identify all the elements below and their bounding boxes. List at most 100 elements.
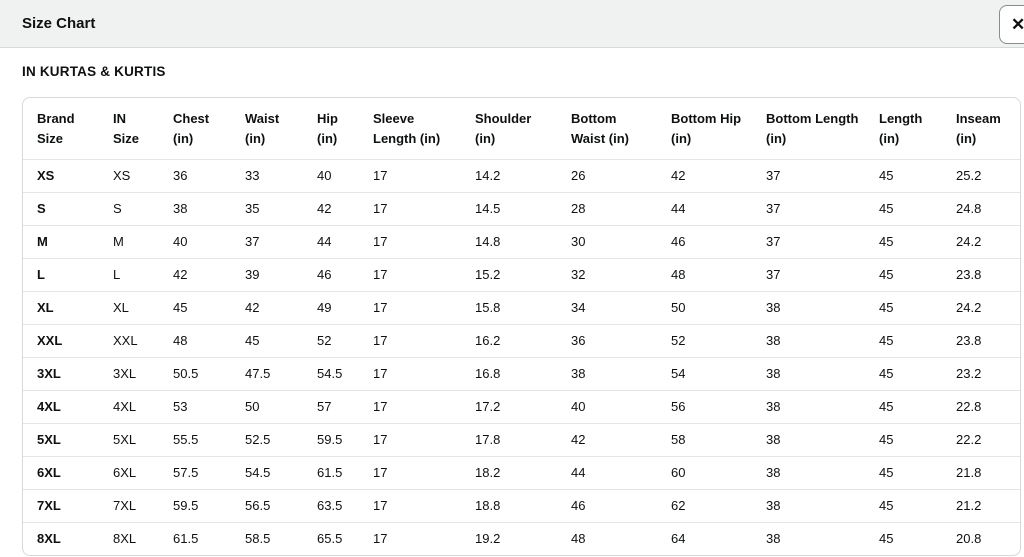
table-cell: 40: [159, 225, 231, 259]
table-cell: 21.2: [942, 489, 1020, 523]
table-cell: 4XL: [99, 390, 159, 424]
column-header: Waist (in): [245, 111, 280, 146]
table-cell: 42: [557, 423, 657, 457]
table-cell: XXL: [23, 324, 99, 358]
table-cell: XL: [23, 291, 99, 325]
table-cell: 14.5: [461, 192, 557, 226]
table-cell: 22.2: [942, 423, 1020, 457]
table-cell: 8XL: [23, 522, 99, 555]
column-header: Sleeve Length (in): [373, 111, 441, 146]
table-cell: 59.5: [159, 489, 231, 523]
table-cell: 42: [159, 258, 231, 292]
table-cell: 60: [657, 456, 752, 490]
table-cell: 14.8: [461, 225, 557, 259]
table-cell: 40: [303, 159, 359, 193]
table-cell: 17: [359, 225, 461, 259]
table-cell: 45: [865, 522, 942, 555]
table-cell: 48: [557, 522, 657, 555]
table-cell: 32: [557, 258, 657, 292]
table-row: XL XL 45 42 49 17 15.8 34 50 38 45 24.2: [23, 291, 1020, 325]
table-cell: 6XL: [99, 456, 159, 490]
table-cell: 17: [359, 291, 461, 325]
table-row: XS XS 36 33 40 17 14.2 26 42 37 45 25.2: [23, 159, 1020, 193]
table-cell: 38: [752, 456, 865, 490]
table-cell: 48: [657, 258, 752, 292]
table-cell: 57.5: [159, 456, 231, 490]
table-cell: 55.5: [159, 423, 231, 457]
table-cell: 17: [359, 324, 461, 358]
table-cell: 42: [231, 291, 303, 325]
table-row: 8XL 8XL 61.5 58.5 65.5 17 19.2 48 64 38 45 20.8: [23, 522, 1020, 555]
table-cell: 63.5: [303, 489, 359, 523]
table-cell: 5XL: [99, 423, 159, 457]
column-header: Bottom Length (in): [766, 111, 859, 146]
table-cell: 5XL: [23, 423, 99, 457]
table-cell: 20.8: [942, 522, 1020, 555]
table-cell: 37: [231, 225, 303, 259]
table-cell: 25.2: [942, 159, 1020, 193]
table-cell: 3XL: [99, 357, 159, 391]
column-header: Brand Size: [37, 111, 75, 146]
table-cell: 44: [557, 456, 657, 490]
table-cell: 18.2: [461, 456, 557, 490]
table-cell: 17: [359, 357, 461, 391]
table-cell: 39: [231, 258, 303, 292]
table-cell: 17.8: [461, 423, 557, 457]
table-cell: 26: [557, 159, 657, 193]
table-cell: 14.2: [461, 159, 557, 193]
table-row: S S 38 35 42 17 14.5 28 44 37 45 24.8: [23, 192, 1020, 226]
table-cell: 36: [159, 159, 231, 193]
table-row: XXL XXL 48 45 52 17 16.2 36 52 38 45 23.8: [23, 324, 1020, 358]
table-cell: 24.8: [942, 192, 1020, 226]
table-cell: 17: [359, 192, 461, 226]
table-cell: 38: [752, 324, 865, 358]
table-cell: 45: [865, 357, 942, 391]
table-cell: 45: [865, 225, 942, 259]
table-cell: 3XL: [23, 357, 99, 391]
table-cell: 33: [231, 159, 303, 193]
modal-header: Size Chart ✕: [0, 0, 1024, 48]
table-cell: 42: [657, 159, 752, 193]
table-cell: 45: [231, 324, 303, 358]
table-cell: 37: [752, 159, 865, 193]
table-cell: 59.5: [303, 423, 359, 457]
table-row: 6XL 6XL 57.5 54.5 61.5 17 18.2 44 60 38 45 21.8: [23, 456, 1020, 490]
table-cell: 17: [359, 489, 461, 523]
table-cell: 45: [865, 423, 942, 457]
table-cell: 4XL: [23, 390, 99, 424]
table-cell: 65.5: [303, 522, 359, 555]
table-cell: 45: [159, 291, 231, 325]
size-chart-table-container: Brand Size IN Size Chest (in) Waist (in) Hip…: [22, 97, 1021, 556]
modal-title: Size Chart: [22, 15, 96, 32]
table-cell: 38: [752, 489, 865, 523]
table-cell: 17.2: [461, 390, 557, 424]
table-cell: 37: [752, 192, 865, 226]
table-cell: 42: [303, 192, 359, 226]
table-cell: M: [99, 225, 159, 259]
table-cell: 17: [359, 390, 461, 424]
table-cell: 46: [557, 489, 657, 523]
section-title: IN KURTAS & KURTIS: [22, 64, 166, 79]
table-cell: 48: [159, 324, 231, 358]
table-cell: 35: [231, 192, 303, 226]
table-cell: 7XL: [99, 489, 159, 523]
column-header: Length (in): [879, 111, 923, 146]
table-cell: 40: [557, 390, 657, 424]
table-cell: 58.5: [231, 522, 303, 555]
table-cell: 57: [303, 390, 359, 424]
table-cell: 19.2: [461, 522, 557, 555]
table-cell: 24.2: [942, 225, 1020, 259]
table-cell: 46: [657, 225, 752, 259]
table-cell: 50: [231, 390, 303, 424]
table-cell: 18.8: [461, 489, 557, 523]
table-cell: 54.5: [231, 456, 303, 490]
close-button[interactable]: ✕: [999, 5, 1024, 44]
modal-content: IN KURTAS & KURTIS Brand Size IN Size Ches…: [0, 48, 1024, 556]
table-cell: 45: [865, 456, 942, 490]
table-cell: 45: [865, 390, 942, 424]
table-cell: 24.2: [942, 291, 1020, 325]
table-cell: 38: [752, 390, 865, 424]
table-cell: S: [99, 192, 159, 226]
table-header-row: Brand Size IN Size Chest (in) Waist (in) Hip…: [23, 98, 1020, 160]
table-cell: 64: [657, 522, 752, 555]
